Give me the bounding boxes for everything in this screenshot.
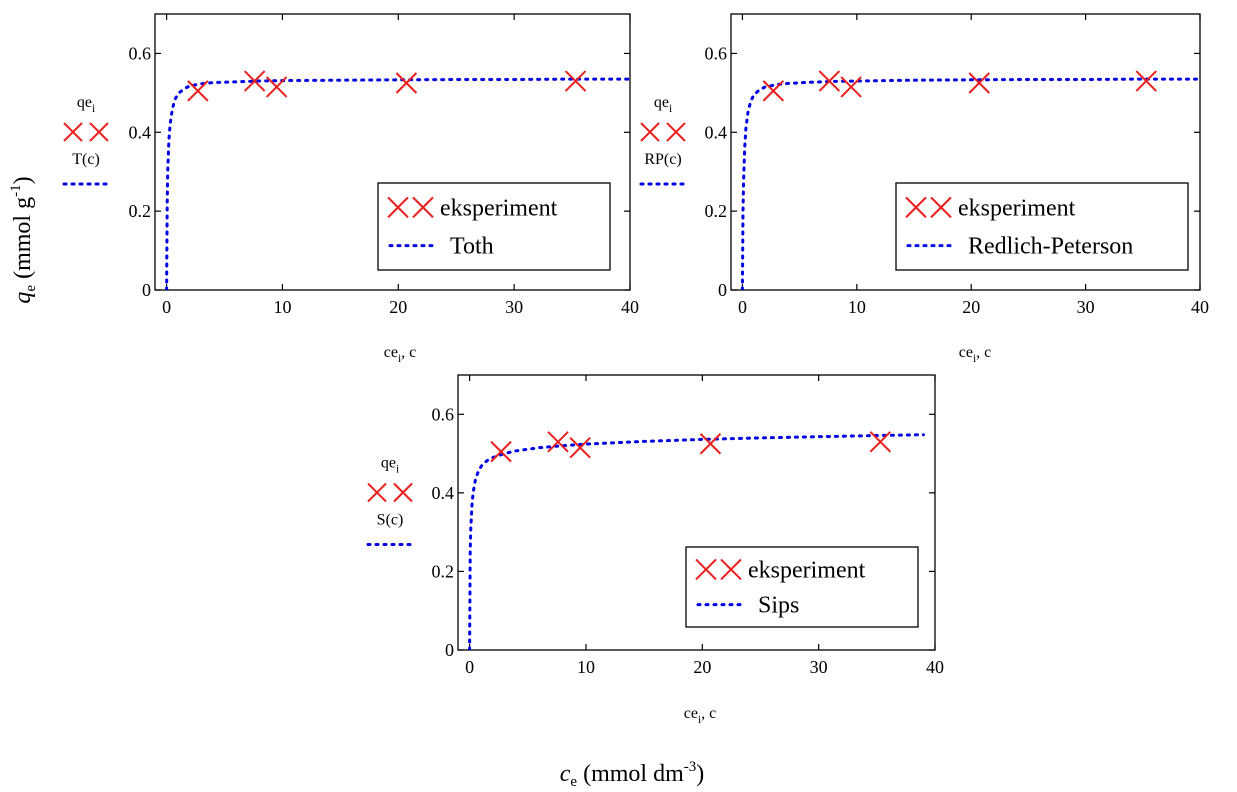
y-tick-label: 0.6 [705,43,728,63]
legend-label-points: eksperiment [748,557,866,583]
data-point [1135,70,1157,92]
data-point [762,80,785,102]
data-point [547,431,569,453]
x-tick-label: 20 [693,657,711,677]
y-label-points-marker [367,482,387,503]
x-tick-label: 0 [738,297,747,317]
y-tick-label: 0.4 [705,122,728,142]
legend-label-points: eksperiment [440,195,558,221]
legend-marker-points [412,196,434,219]
plot-area [165,70,630,290]
y-label-model: RP(c) [644,151,681,168]
chart-redlich-peterson: 0 10 20 30 40 0 0.2 0.4 0.6 cei, c qei RP(c) eksperi… [639,13,1209,365]
plot-area [468,431,925,650]
y-label-points-marker [393,482,413,503]
y-label-points-marker [89,122,109,142]
x-tick-label: 30 [1077,297,1095,317]
chart-toth: 0 10 20 30 40 0 0.2 0.4 0.6 cei, c qei T(c) eksperim… [62,13,639,365]
y-tick-label: 0.6 [129,43,152,63]
y-tick-label: 0.4 [129,122,152,142]
y-label-points-marker [666,122,686,142]
legend: eksperiment Toth [377,182,611,271]
y-label-points: qei [654,94,672,115]
data-point [564,70,587,92]
legend-marker-points [720,558,742,581]
legend-label-model: Redlich-Peterson [968,234,1133,260]
data-point [569,436,591,459]
x-tick-label: 0 [465,657,474,677]
data-point [968,72,990,94]
legend: eksperiment Sips [685,546,919,628]
x-tick-label: 40 [926,657,944,677]
x-tick-label: 30 [505,297,523,317]
y-tick-label: 0.2 [705,201,728,221]
x-tick-label: 20 [962,297,980,317]
plot-frame [457,374,936,651]
plot-frame [730,13,1201,291]
model-curve [165,77,630,290]
data-point [265,76,288,98]
legend: eksperiment Redlich-Peterson [895,182,1189,271]
y-tick-label: 0 [718,280,727,300]
plot-frame [154,13,631,291]
data-point [490,440,512,463]
y-label-points-marker [640,122,660,142]
x-axis-label: cei, c [384,344,417,365]
x-tick-label: 30 [810,657,828,677]
legend-marker-points [905,196,927,219]
x-tick-label: 40 [621,297,639,317]
data-point [395,72,418,94]
figure-y-label: qe (mmol g-1) [8,176,39,303]
x-tick-label: 0 [162,297,171,317]
legend-label-model: Toth [450,234,494,260]
y-label-points: qei [77,94,95,115]
x-tick-label: 10 [273,297,291,317]
y-label-points: qei [381,455,399,476]
legend-marker-points [695,558,717,581]
x-tick-label: 10 [848,297,866,317]
legend-marker-points [930,196,952,219]
y-tick-label: 0.2 [129,201,152,221]
x-axis-label: cei, c [959,344,992,365]
chart-sips: 0 10 20 30 40 0 0.2 0.4 0.6 cei, c qei S(c) eksperim… [366,374,944,726]
y-tick-label: 0.2 [432,561,455,581]
legend-label-model: Sips [758,593,799,619]
y-tick-label: 0 [142,280,151,300]
legend-label-points: eksperiment [958,195,1076,221]
x-tick-label: 20 [389,297,407,317]
legend-marker-points [387,196,409,219]
plot-area [740,70,1200,290]
data-point [818,70,841,92]
y-tick-label: 0 [445,640,454,660]
data-point [187,80,209,102]
x-axis-label: cei, c [684,705,717,726]
figure-x-label: ce (mmol dm-3) [560,759,705,790]
data-point [243,70,266,92]
model-curve [468,433,925,650]
y-tick-label: 0.4 [432,483,455,503]
y-tick-label: 0.6 [432,404,455,424]
model-curve [740,77,1200,290]
y-label-model: S(c) [377,512,404,529]
x-tick-label: 10 [577,657,595,677]
data-point [869,431,892,453]
x-tick-label: 40 [1191,297,1209,317]
y-label-points-marker [63,122,83,142]
data-point [840,76,862,98]
data-point [699,433,722,455]
y-label-model: T(c) [72,151,100,168]
